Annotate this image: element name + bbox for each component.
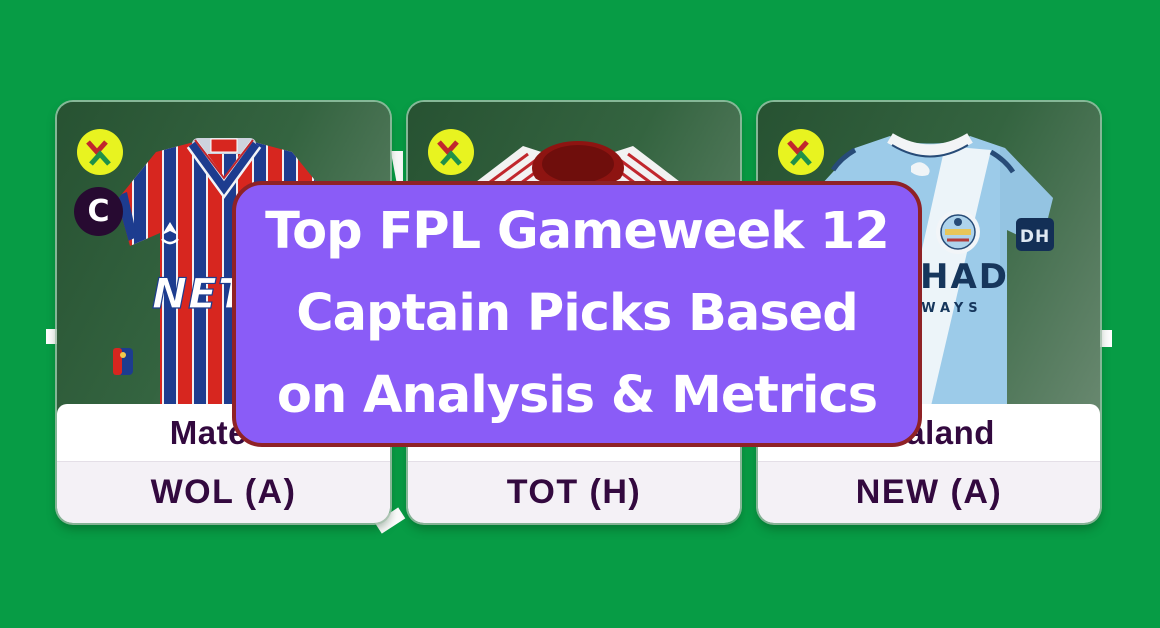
macron-logo-icon bbox=[161, 222, 179, 245]
captain-badge-letter: C bbox=[87, 194, 110, 229]
sleeve-patch-text: DH bbox=[1020, 227, 1050, 247]
collar-red-line bbox=[194, 139, 254, 180]
collar bbox=[887, 133, 973, 156]
club-crest bbox=[113, 348, 133, 375]
fixture-text: WOL (A) bbox=[150, 473, 297, 511]
pitch-marking-gap-top bbox=[390, 151, 403, 183]
title-banner: Top FPL Gameweek 12 Captain Picks Based … bbox=[232, 181, 922, 447]
left-shoulder-mark bbox=[830, 147, 857, 172]
fixture-text: TOT (H) bbox=[506, 473, 642, 511]
right-shoulder-mark bbox=[989, 149, 1016, 174]
fixture-text: NEW (A) bbox=[855, 473, 1003, 511]
neck-shadow bbox=[542, 145, 614, 183]
fixture-band: TOT (H) bbox=[408, 461, 740, 523]
fixture-band: WOL (A) bbox=[57, 461, 390, 523]
pitch-marking-left bbox=[46, 329, 57, 344]
price-change-icon bbox=[778, 129, 824, 175]
title-line-1: Top FPL Gameweek 12 bbox=[265, 202, 890, 261]
sleeve-patch: DH bbox=[1016, 218, 1054, 251]
price-change-icon bbox=[77, 129, 123, 175]
title-line-2: Captain Picks Based bbox=[296, 284, 859, 343]
pitch-marking-right bbox=[1099, 330, 1112, 347]
collar-navy-line bbox=[891, 144, 969, 158]
captain-badge: C bbox=[74, 187, 123, 236]
fixture-band: NEW (A) bbox=[758, 461, 1100, 523]
collar-tag bbox=[210, 138, 238, 153]
right-cuff bbox=[1014, 268, 1053, 298]
price-change-icon bbox=[428, 129, 474, 175]
title-line-3: on Analysis & Metrics bbox=[276, 366, 878, 425]
puma-logo-icon bbox=[911, 162, 930, 176]
city-crest bbox=[936, 210, 980, 254]
collar-navy bbox=[188, 141, 260, 195]
